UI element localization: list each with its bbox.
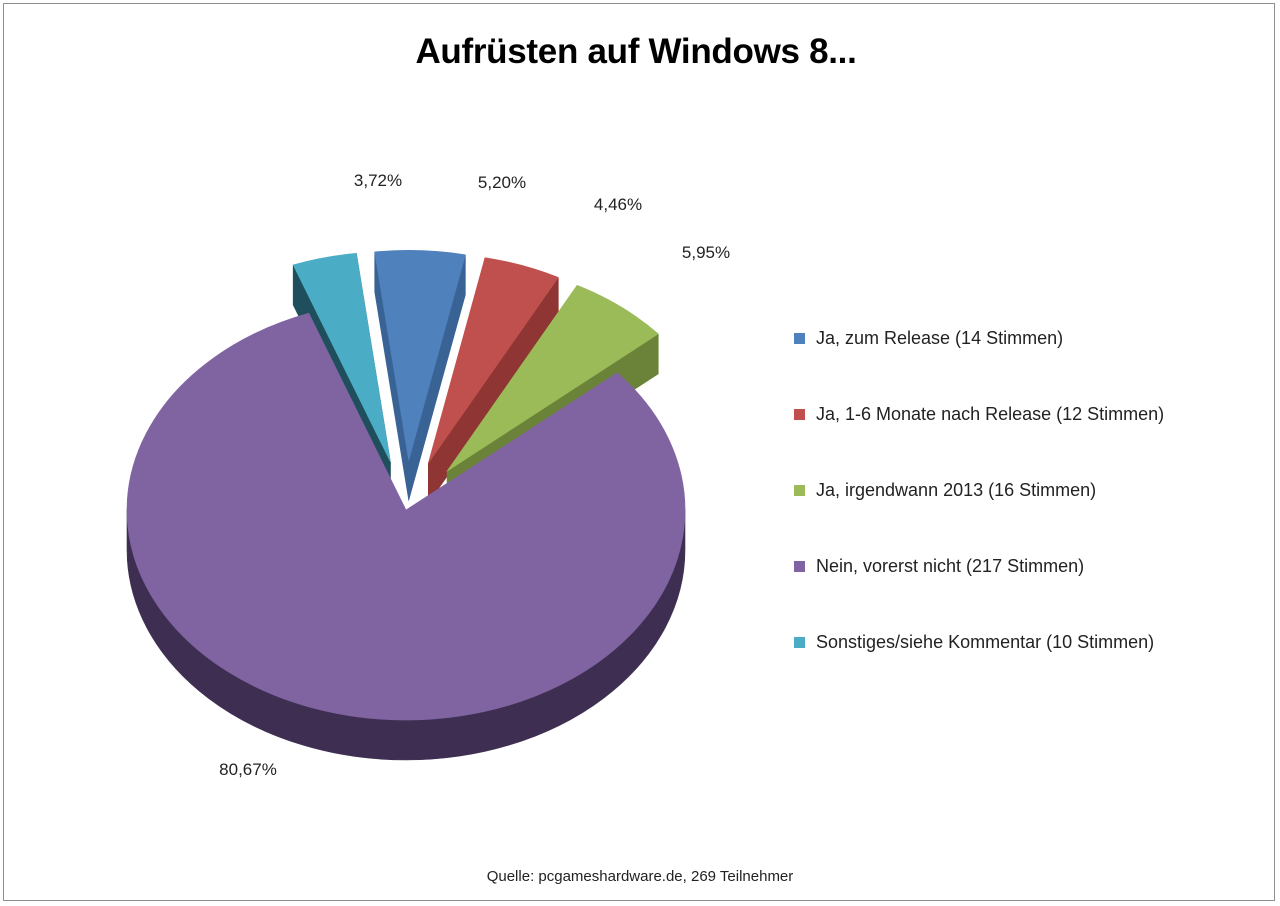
pie-slice xyxy=(126,312,686,721)
legend-label: Ja, irgendwann 2013 (16 Stimmen) xyxy=(816,480,1097,500)
pie-slice xyxy=(428,257,559,464)
pie-tops xyxy=(126,250,686,721)
pie-data-labels: 5,20% 4,46% 5,95% 80,67% 3,72% xyxy=(219,171,730,779)
legend-swatch xyxy=(794,333,805,344)
legend-label: Sonstiges/siehe Kommentar (10 Stimmen) xyxy=(816,632,1155,652)
source-note: Quelle: pcgameshardware.de, 269 Teilnehm… xyxy=(486,868,794,885)
legend-label: Ja, zum Release (14 Stimmen) xyxy=(816,328,1064,348)
data-label: 4,46% xyxy=(594,195,642,214)
data-label: 80,67% xyxy=(219,760,277,779)
chart-title: Aufrüsten auf Windows 8... xyxy=(415,32,857,71)
pie-slice xyxy=(374,250,466,461)
legend-swatch xyxy=(794,637,805,648)
pie-slice xyxy=(292,253,391,463)
legend-swatch xyxy=(794,561,805,572)
legend-label: Ja, 1-6 Monate nach Release (12 Stimmen) xyxy=(816,404,1165,424)
legend-swatch xyxy=(794,409,805,420)
data-label: 5,20% xyxy=(478,173,526,192)
legend-label: Nein, vorerst nicht (217 Stimmen) xyxy=(816,556,1085,576)
legend-swatch xyxy=(794,485,805,496)
data-label: 3,72% xyxy=(354,171,402,190)
pie-slice xyxy=(446,285,659,472)
data-label: 5,95% xyxy=(682,243,730,262)
